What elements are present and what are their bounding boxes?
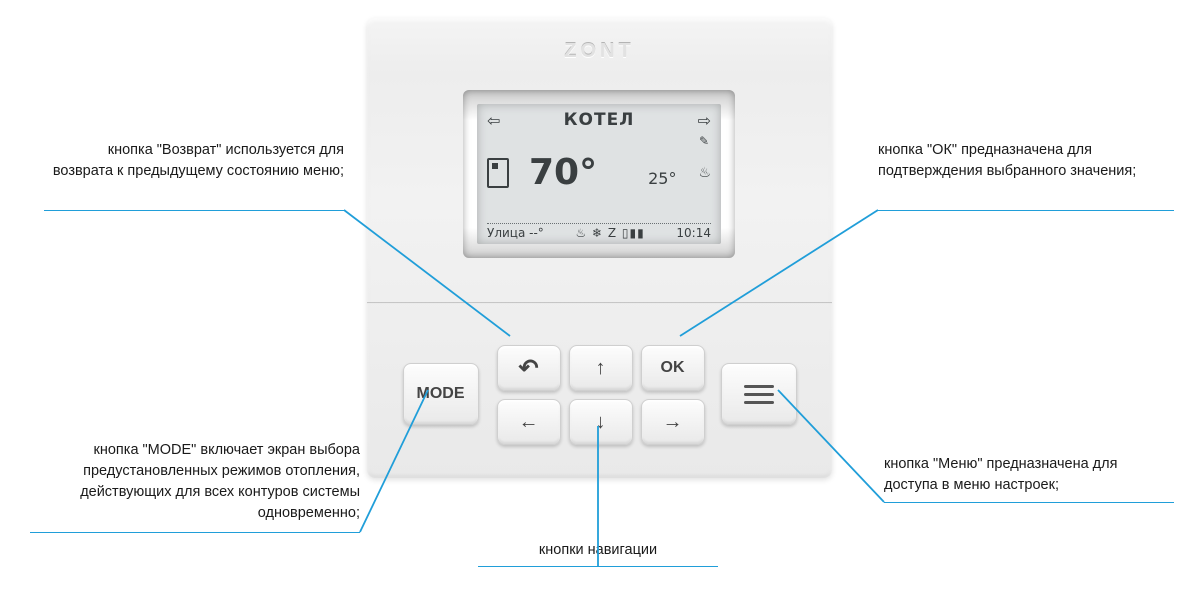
device-panel: ZONT ⇦ КОТЕЛ ⇨ ✎ 70° 25° ♨ Улица --° ♨ ❄…	[367, 18, 832, 478]
lcd-screen: ⇦ КОТЕЛ ⇨ ✎ 70° 25° ♨ Улица --° ♨ ❄ Z ▯▮…	[477, 104, 721, 244]
lcd-main-temp: 70°	[529, 155, 597, 191]
lcd-status-left: Улица --°	[487, 226, 544, 240]
menu-button[interactable]	[721, 363, 797, 425]
callout-mode-underline	[30, 532, 360, 533]
lcd-flame-icon: ♨	[698, 165, 711, 181]
left-button[interactable]: ←	[497, 399, 561, 445]
up-button[interactable]: ↑	[569, 345, 633, 391]
right-button[interactable]: →	[641, 399, 705, 445]
lcd-boiler-icon	[487, 158, 509, 188]
mode-button[interactable]: MODE	[403, 363, 479, 425]
lcd-secondary-temp: 25°	[648, 169, 676, 188]
callout-nav-underline	[478, 566, 718, 567]
callout-ok: кнопка "ОК" предназначена для подтвержде…	[878, 140, 1178, 182]
callout-ok-underline	[878, 210, 1174, 211]
callout-menu-underline	[884, 502, 1174, 503]
brand-logo: ZONT	[367, 40, 832, 63]
lcd-next-icon: ⇨	[698, 111, 711, 130]
down-button[interactable]: ↓	[569, 399, 633, 445]
callout-menu: кнопка "Меню" предназначена для доступа …	[884, 454, 1174, 496]
callout-back-underline	[44, 210, 344, 211]
lcd-clock: 10:14	[676, 226, 711, 240]
ok-button[interactable]: OK	[641, 345, 705, 391]
lcd-frame: ⇦ КОТЕЛ ⇨ ✎ 70° 25° ♨ Улица --° ♨ ❄ Z ▯▮…	[463, 90, 735, 258]
menu-icon	[744, 385, 774, 404]
back-button[interactable]: ↶	[497, 345, 561, 391]
callout-back: кнопка "Возврат" используется для возвра…	[44, 140, 344, 182]
callout-nav: кнопки навигации	[478, 540, 718, 561]
callout-mode: кнопка "MODE" включает экран выбора пред…	[30, 440, 360, 524]
lcd-prev-icon: ⇦	[487, 111, 500, 130]
lcd-status-icons: ♨ ❄ Z ▯▮▮	[575, 226, 644, 240]
lcd-edit-icon: ✎	[699, 134, 709, 148]
keypad: MODE ↶ ↑ OK ← ↓ →	[367, 324, 832, 464]
lcd-title: КОТЕЛ	[564, 110, 635, 130]
nav-cluster: ↶ ↑ OK ← ↓ →	[497, 345, 703, 443]
